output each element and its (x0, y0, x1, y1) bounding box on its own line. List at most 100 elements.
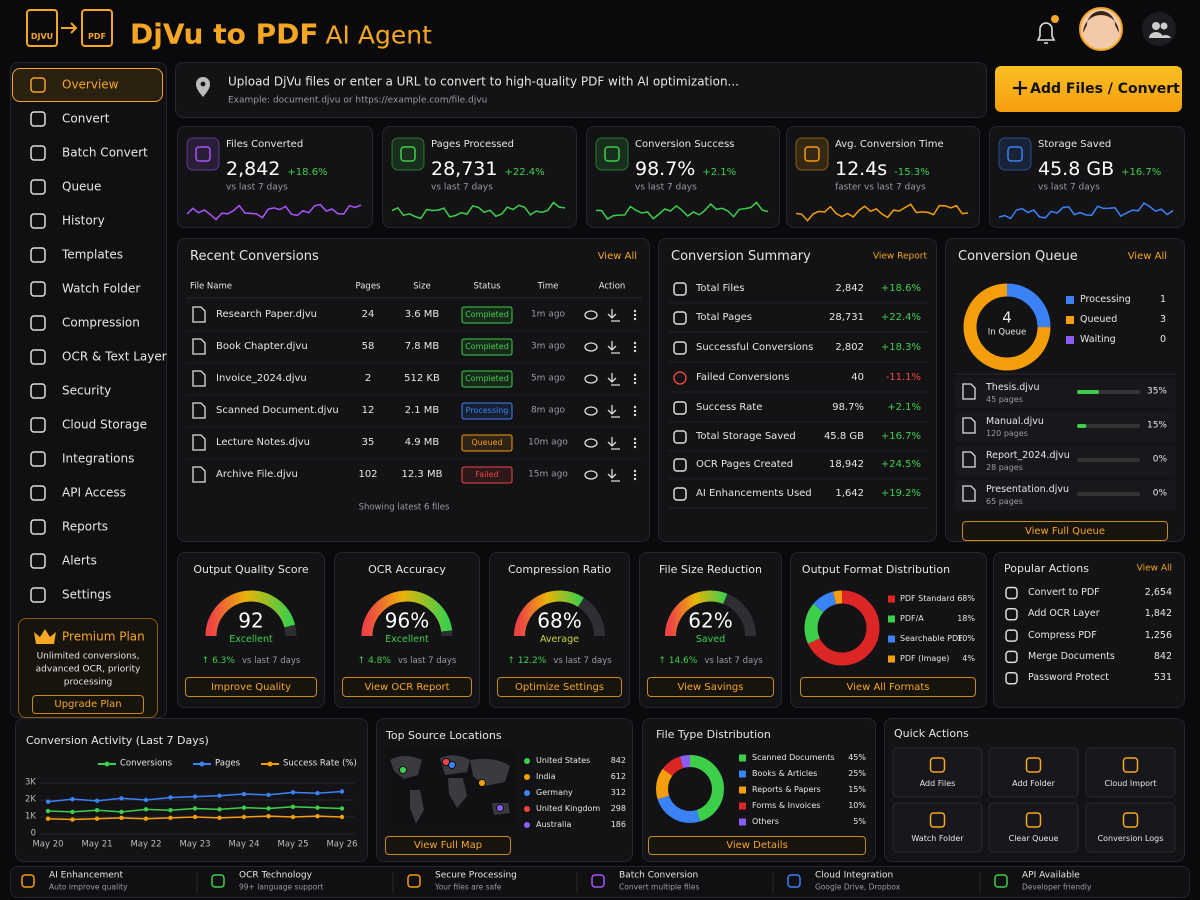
logo-box (81, 9, 113, 47)
nav-item[interactable]: Security (62, 383, 112, 398)
gauge-value (665, 590, 728, 637)
y-tick-label: 0 (30, 828, 36, 839)
nav-item[interactable]: Convert (62, 111, 110, 126)
queue-file-name: Presentation.djvu (986, 484, 1069, 496)
legend-dot (524, 822, 530, 828)
gauge-button[interactable]: View Savings (647, 677, 774, 697)
quick-icon (1025, 757, 1042, 773)
file-name: Research Paper.djvu (216, 308, 318, 320)
nav-item[interactable]: Compression (62, 315, 140, 330)
column-header: Size (413, 281, 431, 292)
feature-icon (211, 874, 225, 888)
gauge-value (361, 590, 453, 637)
more-icon (633, 345, 637, 349)
view-formats-button[interactable]: View All Formats (800, 677, 976, 697)
legend-label: Processing (1080, 294, 1131, 306)
nav-item[interactable]: Integrations (62, 451, 135, 466)
legend-swatch (739, 802, 746, 810)
logo-to: PDF (88, 32, 106, 41)
quick-action[interactable]: Add Files (919, 779, 956, 788)
more-icon (633, 473, 637, 477)
series-point (315, 813, 320, 819)
gauge-button[interactable]: Improve Quality (185, 677, 317, 697)
quick-action[interactable]: Watch Folder (911, 834, 964, 843)
file-pages: 12 (361, 404, 375, 416)
legend-label: Queued (1080, 314, 1118, 326)
legend-label: Pages (215, 758, 241, 769)
title: DjVu to PDF (130, 17, 319, 51)
summary-icon (673, 487, 687, 501)
stat-change: +18.6% (287, 167, 328, 178)
view-all-link[interactable]: View All (1127, 250, 1167, 262)
x-tick-label: May 21 (81, 839, 113, 850)
gauge-button[interactable]: Optimize Settings (497, 677, 622, 697)
donut-segment (656, 755, 724, 823)
file-time: 10m ago (528, 437, 568, 448)
gauge-change-row: ↑ 14.6% vs last 7 days (561, 656, 861, 666)
map-land (390, 756, 422, 779)
view-map-button[interactable]: View Full Map (385, 836, 511, 855)
gauge-button[interactable]: View OCR Report (342, 677, 472, 697)
nav-item[interactable]: Batch Convert (62, 145, 148, 160)
file-icon (192, 466, 206, 483)
legend-label: Searchable PDF (900, 634, 963, 643)
summary-value: 18,942 (829, 458, 864, 470)
legend-dot (199, 761, 205, 767)
legend-label: India (536, 772, 556, 781)
legend-label: Others (752, 817, 779, 826)
view-details-button[interactable]: View Details (648, 836, 866, 855)
nav-active (12, 68, 163, 102)
nav-item[interactable]: API Access (62, 485, 126, 500)
series-point (45, 799, 51, 804)
nav-item[interactable]: Reports (62, 519, 109, 534)
feature-icon (994, 874, 1008, 888)
file-icon (192, 370, 206, 387)
quick-action[interactable]: Add Folder (1012, 779, 1055, 788)
view-report-link[interactable]: View Report (872, 251, 927, 262)
queue-file-name: Thesis.djvu (986, 382, 1040, 394)
crown-icon (34, 629, 56, 644)
more-icon (633, 309, 637, 313)
nav-item[interactable]: Templates (62, 247, 124, 262)
view-icon (584, 438, 598, 448)
people-icon (1152, 22, 1160, 30)
queue-file-pages: 120 pages (986, 429, 1028, 438)
series-point (266, 806, 271, 811)
stat-card (586, 126, 780, 228)
summary-label: OCR Pages Created (696, 458, 794, 470)
upload-bar (175, 62, 987, 118)
nav-item[interactable]: OCR & Text Layer (62, 349, 167, 364)
series-point (119, 809, 124, 815)
nav-item[interactable]: Cloud Storage (62, 417, 148, 432)
convert-button[interactable]: Add Files / Convert (1030, 81, 1180, 97)
quick-action[interactable]: Cloud Import (1104, 779, 1157, 788)
legend-swatch (739, 818, 746, 826)
legend-swatch (888, 595, 895, 603)
file-size: 12.3 MB (401, 468, 443, 480)
stat-change: +16.7% (1121, 167, 1162, 178)
legend-label: Books & Articles (752, 769, 818, 778)
file-pages: 58 (361, 340, 375, 352)
progress-track (1077, 492, 1140, 496)
quick-icon (1122, 757, 1139, 773)
nav-item[interactable]: Overview (62, 77, 119, 92)
view-all-link[interactable]: View All (597, 250, 637, 262)
quick-action[interactable]: Clear Queue (1008, 834, 1059, 843)
nav-item[interactable]: Alerts (62, 553, 97, 568)
legend-label: Waiting (1080, 334, 1116, 346)
stat-change: +22.4% (504, 167, 545, 178)
view-all-link[interactable]: View All (1136, 563, 1172, 574)
quick-action[interactable]: Conversion Logs (1097, 834, 1164, 843)
view-icon (584, 342, 598, 352)
view-queue-button[interactable]: View Full Queue (962, 521, 1168, 541)
upgrade-button[interactable]: Upgrade Plan (32, 695, 144, 714)
nav-item[interactable]: Watch Folder (62, 281, 141, 296)
nav-item[interactable]: Settings (62, 587, 112, 602)
gauge-change-row: ↑ 6.3% vs last 7 days (101, 656, 401, 666)
nav-item[interactable]: Queue (62, 179, 102, 194)
legend-label: PDF/A (900, 614, 924, 623)
action-icon (1005, 671, 1018, 685)
nav-item[interactable]: History (62, 213, 105, 228)
map-pin (399, 766, 407, 774)
sparkline (795, 203, 969, 222)
